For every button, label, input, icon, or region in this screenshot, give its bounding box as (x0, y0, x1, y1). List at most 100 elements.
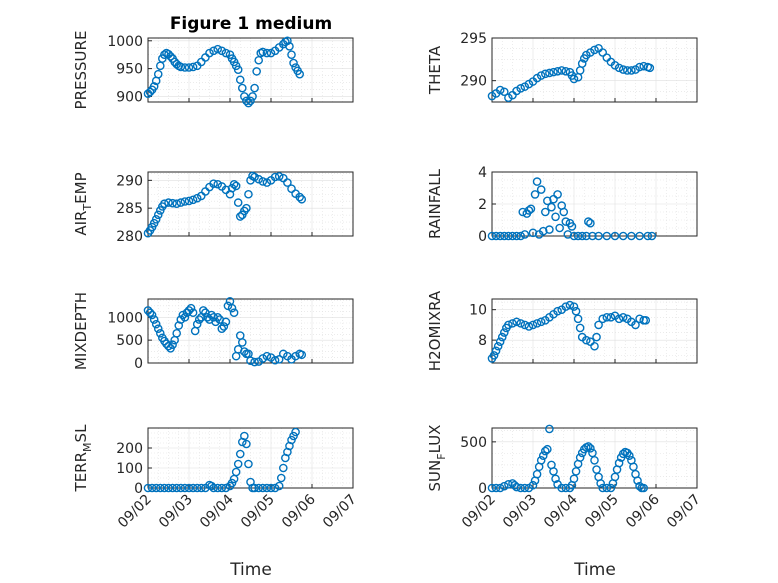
data-point (250, 357, 259, 367)
data-point (641, 316, 651, 325)
y-axis-label: AIRTEMP (72, 172, 94, 235)
data-point (240, 92, 249, 101)
y-tick-label: 295 (460, 31, 487, 47)
data-point (516, 319, 526, 328)
data-point (606, 483, 616, 493)
x-tick-label: 09/02 (459, 492, 499, 532)
data-point (194, 315, 204, 324)
data-point (584, 442, 593, 451)
data-point (192, 483, 202, 493)
data-point (487, 483, 497, 493)
data-point (250, 483, 259, 493)
x-tick-label: 09/03 (156, 492, 196, 532)
data-point (614, 63, 624, 73)
data-point (491, 483, 501, 493)
data-point (643, 231, 653, 241)
data-point (567, 222, 577, 231)
y-tick-label: 0 (478, 229, 487, 245)
data-point (229, 308, 239, 318)
data-point (188, 483, 198, 493)
x-tick-label: 09/07 (320, 492, 360, 532)
data-point (645, 63, 655, 73)
data-point (180, 63, 190, 72)
x-axis-label-left: Time (229, 560, 272, 580)
data-point (557, 66, 567, 75)
data-point (528, 320, 538, 330)
data-point (549, 467, 558, 476)
y-tick-label: 0 (134, 356, 143, 372)
x-tick-label: 09/06 (279, 491, 319, 531)
data-point (219, 322, 229, 331)
data-point (545, 225, 554, 234)
data-point (283, 178, 292, 187)
data-point (559, 207, 569, 217)
y-axis-label: H2OMIXRA (426, 290, 444, 371)
data-point (575, 453, 585, 462)
data-point (561, 66, 571, 76)
data-point (184, 483, 194, 493)
data-point (536, 317, 546, 327)
data-point (545, 68, 554, 78)
data-point (610, 231, 620, 241)
data-point (590, 456, 599, 465)
data-point (586, 444, 595, 453)
data-point (283, 36, 292, 46)
data-point (274, 481, 284, 491)
x-axis-label-right: Time (573, 560, 616, 580)
data-point (524, 206, 534, 215)
y-tick-label: 950 (116, 62, 143, 78)
data-point (227, 303, 237, 313)
axes-box (491, 298, 698, 364)
y-axis-label: RAINFALL (426, 168, 444, 239)
data-point (274, 172, 284, 181)
data-point (266, 483, 276, 493)
data-point (627, 231, 636, 241)
data-point (596, 479, 605, 488)
subplot-7: 0 100 200 09/02 09/03 09/04 09/05 09/06 09/07 TER… (72, 424, 360, 531)
subplot-3: 280 285 290 AIRTEMP (72, 171, 354, 245)
data-point (508, 231, 517, 241)
data-point (184, 63, 194, 72)
data-point (209, 179, 218, 188)
data-point (512, 317, 521, 327)
data-point (287, 184, 296, 193)
data-point (246, 356, 255, 366)
data-point (221, 48, 231, 58)
data-point (240, 347, 249, 356)
data-point (235, 449, 245, 459)
data-point (629, 462, 638, 472)
subplot-5: 0 500 1000 MIXDEPTH (72, 292, 354, 372)
data-point (516, 483, 526, 493)
data-point (244, 98, 253, 108)
data-point (276, 473, 286, 483)
data-point (520, 483, 530, 493)
data-point (248, 92, 257, 101)
data-point (582, 231, 591, 241)
data-point (196, 483, 206, 493)
data-point (287, 50, 296, 59)
data-point (524, 322, 534, 331)
data-point (547, 202, 556, 212)
data-point (575, 323, 585, 333)
data-point (504, 320, 513, 330)
data-point (495, 85, 505, 95)
data-point (598, 483, 608, 493)
data-point (602, 312, 612, 322)
data-point (164, 341, 173, 351)
y-axis-label: SUNFLUX (426, 425, 448, 492)
data-point (254, 483, 264, 493)
data-point (563, 230, 573, 239)
data-point (172, 483, 181, 493)
data-point (602, 53, 612, 62)
data-point (584, 217, 593, 226)
data-point (278, 349, 288, 359)
data-point (598, 48, 608, 57)
data-point (155, 328, 165, 338)
data-point (614, 314, 624, 324)
data-point (625, 451, 634, 460)
data-point (160, 483, 169, 493)
data-point (499, 231, 509, 241)
data-point (598, 314, 608, 324)
data-point (631, 320, 640, 330)
